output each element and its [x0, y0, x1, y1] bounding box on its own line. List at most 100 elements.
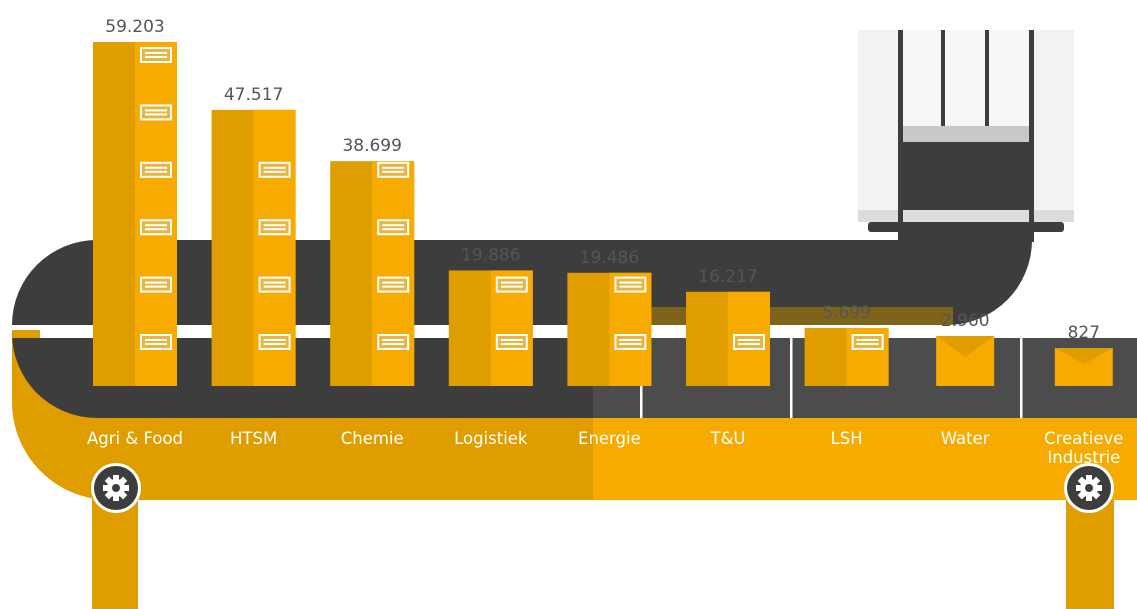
conveyor-frame-light	[593, 418, 1137, 500]
drawer-line	[263, 339, 286, 341]
category-labels: Agri & Food HTSM Chemie Logistiek Energie T&U…	[87, 429, 1123, 467]
drawer-line	[263, 343, 286, 345]
category-label: Agri & Food	[87, 429, 183, 448]
drawer-line	[145, 281, 167, 284]
drawer-line	[738, 339, 760, 341]
bar	[567, 272, 652, 386]
right-gear-icon	[1064, 463, 1114, 513]
drawer-handle-plate	[616, 336, 645, 348]
drawer-handle-plate	[379, 221, 408, 234]
drawer-line	[738, 343, 760, 345]
bar-front	[372, 161, 415, 386]
drawer-line	[619, 285, 642, 288]
category-label: Chemie	[341, 429, 404, 448]
drawer-handle-plate	[497, 278, 526, 291]
drawer-handle-plate	[497, 336, 526, 348]
bar	[686, 291, 770, 386]
drawer-handle-plate	[142, 106, 170, 119]
drawer-line	[145, 109, 167, 112]
drawer-line	[263, 281, 286, 284]
drawer-handle-plate	[853, 336, 882, 348]
envelope-flap	[936, 336, 995, 357]
category-label: Water	[941, 429, 990, 448]
value-label: 827	[1068, 323, 1100, 343]
drawer-line	[145, 228, 167, 231]
drawer-handle-plate	[142, 49, 170, 61]
drawer-handle-plate	[260, 336, 289, 348]
drawer-handle-plate	[142, 336, 170, 348]
drawer-handle-plate	[142, 221, 170, 234]
drawer-line	[619, 281, 642, 284]
category-label: Industrie	[1047, 448, 1120, 467]
left-gear-icon	[91, 463, 141, 513]
drawer-line	[500, 285, 523, 288]
drawer-line	[145, 52, 167, 54]
drawer-line	[145, 339, 167, 341]
drawer-line	[263, 228, 286, 231]
value-label: 16.217	[698, 267, 757, 287]
drawer-line	[145, 170, 167, 173]
category-label: HTSM	[230, 429, 277, 448]
drawer-handle-plate	[379, 278, 408, 291]
drawer-line	[263, 224, 286, 227]
drawer-handle-plate	[379, 163, 408, 176]
drawer-handle-plate	[379, 336, 408, 348]
value-label: 19.886	[461, 245, 520, 265]
value-label: 19.486	[580, 248, 639, 268]
drawer-line	[382, 285, 405, 288]
drawer-line	[145, 285, 167, 288]
drawer-line	[382, 281, 405, 284]
drawer-handle-plate	[142, 278, 170, 291]
bar	[93, 42, 177, 386]
belt-gap-shadow	[593, 307, 953, 325]
drawer-line	[382, 166, 405, 169]
drawer-line	[145, 56, 167, 58]
drawer-line	[619, 339, 642, 341]
value-labels: 59.203 47.517 38.699 19.886 19.486 16.217 5.69…	[105, 17, 1100, 343]
machine	[858, 30, 1074, 242]
drawer-line	[500, 281, 523, 284]
bar	[804, 328, 889, 386]
drawer-line	[263, 170, 286, 173]
drawer-line	[145, 113, 167, 116]
drawer-line	[382, 170, 405, 173]
bar	[211, 109, 296, 386]
drawer-handle-plate	[260, 163, 289, 176]
drawer-handle-plate	[260, 221, 289, 234]
value-label: 5.699	[822, 303, 871, 323]
drawer-line	[145, 343, 167, 345]
drawer-line	[263, 285, 286, 288]
value-label: 38.699	[342, 136, 401, 156]
value-label: 2.960	[941, 311, 990, 331]
drawer-line	[500, 339, 523, 341]
drawer-line	[382, 339, 405, 341]
drawer-line	[382, 224, 405, 227]
drawer-line	[145, 166, 167, 169]
bar	[330, 161, 415, 386]
drawer-handle-plate	[735, 336, 763, 348]
bar-series	[93, 42, 1113, 386]
envelope-flap	[1054, 348, 1113, 364]
category-label: LSH	[831, 429, 863, 448]
drawer-line	[619, 343, 642, 345]
category-label: Logistiek	[454, 429, 528, 448]
category-label: Creatieve	[1044, 429, 1123, 448]
drawer-line	[145, 224, 167, 227]
category-label: Energie	[578, 429, 641, 448]
value-label: 59.203	[105, 17, 164, 37]
drawer-handle-plate	[260, 278, 289, 291]
drawer-line	[856, 339, 879, 341]
drawer-line	[500, 343, 523, 345]
drawer-line	[856, 343, 879, 345]
belt-divider	[790, 338, 793, 418]
drawer-line	[382, 343, 405, 345]
envelope-item	[1054, 348, 1113, 386]
bar-front	[135, 42, 177, 386]
drawer-handle-plate	[142, 163, 170, 176]
drawer-line	[263, 166, 286, 169]
value-label: 47.517	[224, 85, 283, 105]
drawer-line	[382, 228, 405, 231]
bar	[448, 270, 533, 386]
category-label: T&U	[709, 429, 745, 448]
